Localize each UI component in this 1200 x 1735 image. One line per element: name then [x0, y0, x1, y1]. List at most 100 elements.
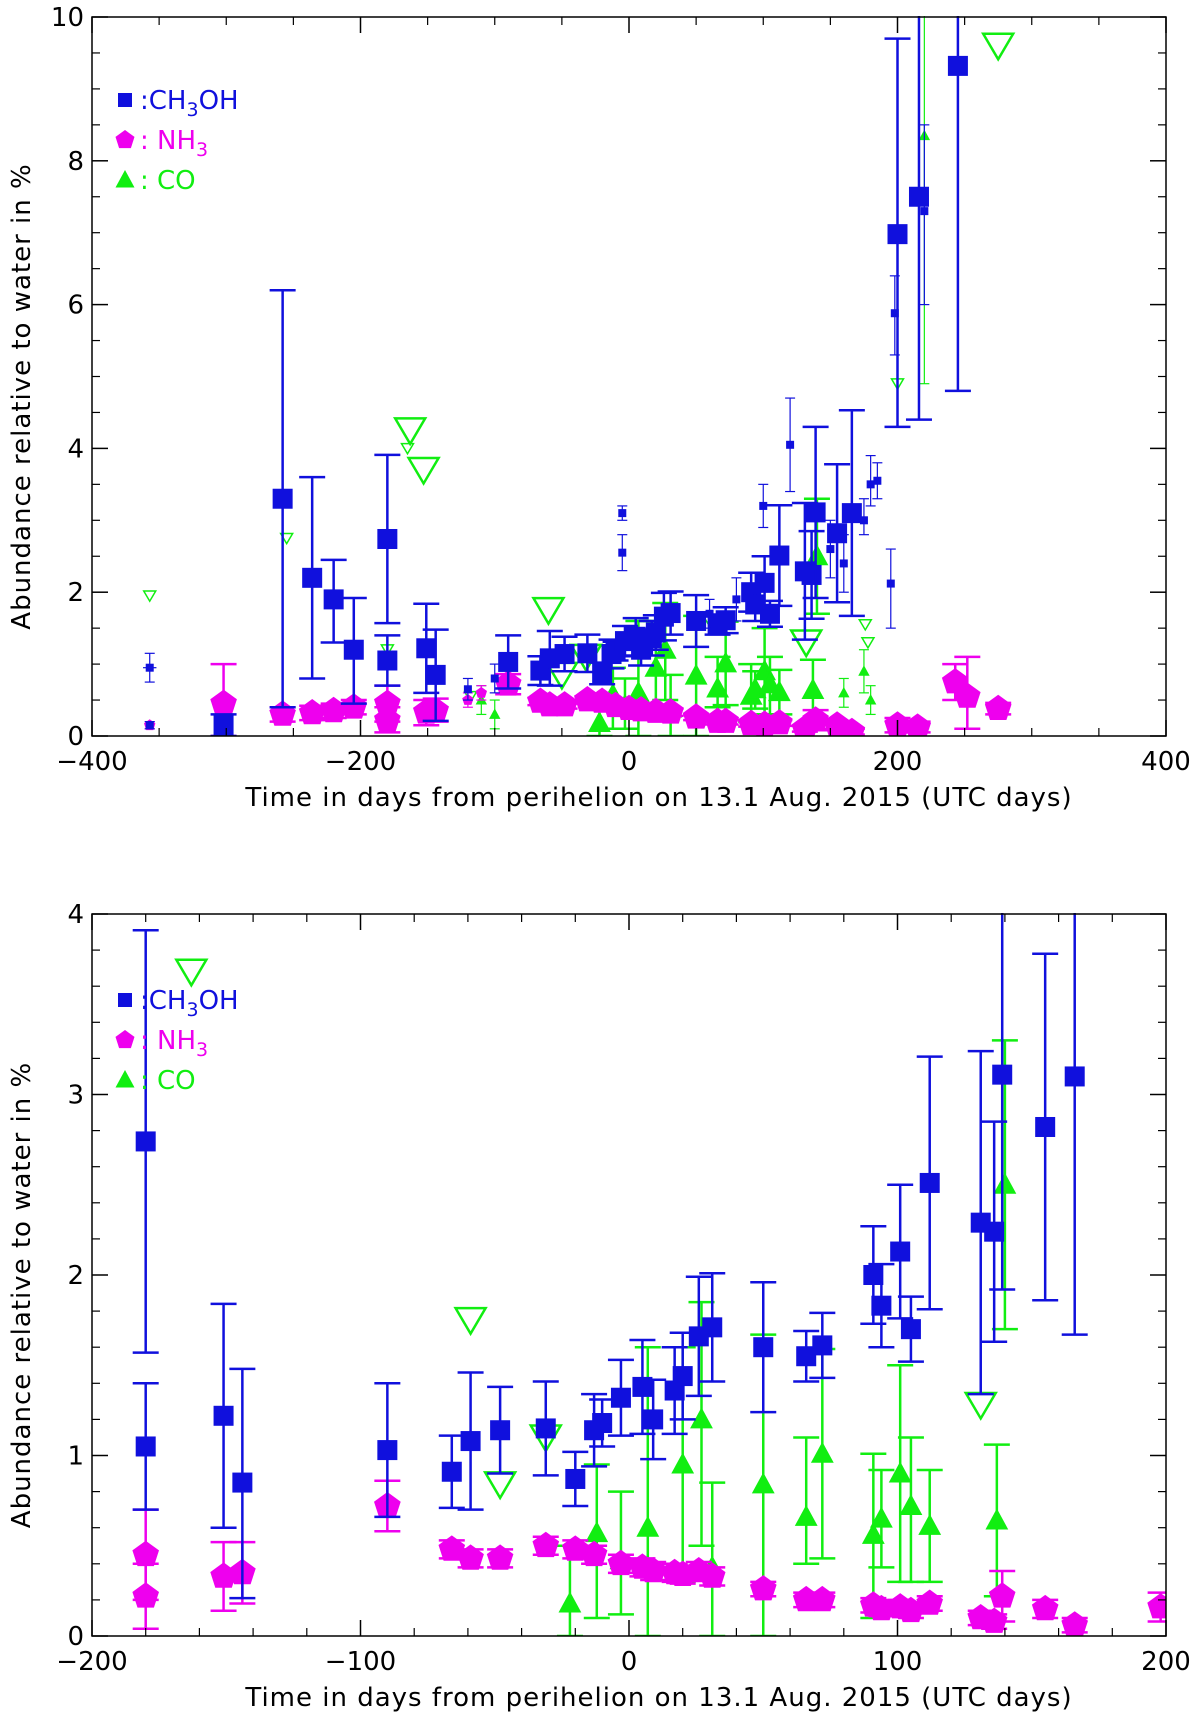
bottom-legend-co-label: : CO [140, 1066, 196, 1096]
top-co-point-3-marker [626, 680, 650, 702]
top-legend: :CH3OH : NH3 : CO [115, 86, 239, 196]
top-nh3-point-35-marker [984, 694, 1012, 720]
bottom-co-point-16 [991, 1039, 1018, 1331]
bottom-legend-nh3-marker [115, 1030, 135, 1049]
top-co-upper-limits-point-5 [406, 456, 441, 486]
top-ch3oh-point-5-marker [323, 589, 344, 610]
bottom-y-tick-label: 0 [67, 1622, 84, 1652]
top-ch3oh-point-36-marker [805, 502, 826, 523]
bottom-nh3-point-11-marker [607, 1549, 635, 1576]
top-nh3-point-4-marker [320, 696, 347, 723]
bottom-ch3oh-point-9 [562, 1450, 589, 1508]
top-co-upper-limits-point-12 [857, 619, 873, 632]
top-co-upper-limits-point-5-marker [406, 456, 441, 486]
top-nh3-point-3 [298, 699, 326, 725]
top-nh3-point-36 [475, 685, 487, 701]
top-y-tick-label: 8 [67, 147, 84, 177]
top-co-upper-limits-point-3 [392, 417, 428, 447]
bottom-ch3oh-point-10 [581, 1392, 608, 1468]
top-ch3oh-point-32-marker [759, 603, 780, 624]
top-co-upper-limits-point-3-marker [392, 417, 428, 447]
top-ch3oh-point-41-marker [873, 476, 882, 485]
top-legend-co-label: : CO [140, 166, 196, 196]
top-legend-co-marker [115, 170, 135, 188]
top-co-point-14 [766, 668, 793, 716]
top-ch3oh-point-25 [657, 590, 684, 636]
bottom-co-point-8-marker [794, 1504, 818, 1526]
bottom-series-co [556, 1039, 1018, 1636]
top-co-point-8-marker [706, 676, 730, 698]
top-co-upper-limits-point-0-marker [142, 590, 158, 603]
bottom-ch3oh-point-0 [132, 928, 159, 1354]
bottom-ch3oh-point-26 [916, 1055, 943, 1311]
top-ch3oh-point-52-marker [463, 685, 472, 694]
top-ch3oh-point-43-marker [890, 309, 899, 318]
top-ch3oh-point-9-marker [416, 638, 437, 659]
top-ch3oh-point-40 [865, 454, 876, 507]
bottom-legend-co-symbol [115, 1070, 135, 1088]
bottom-x-tick-label: 0 [621, 1647, 638, 1677]
top-ch3oh-point-28-marker [715, 610, 736, 631]
top-ch3oh-point-51 [617, 534, 628, 572]
top-co-upper-limits-point-7 [531, 596, 566, 627]
top-ch3oh-point-50 [617, 505, 628, 521]
top-co-point-15-marker [801, 677, 825, 699]
bottom-y-tick-label: 1 [67, 1442, 84, 1472]
top-ch3oh-point-55 [731, 577, 742, 622]
bottom-ch3oh-point-19-marker [753, 1337, 774, 1358]
top-x-axis-label: Time in days from perihelion on 13.1 Aug… [244, 783, 1072, 813]
bottom-co-point-9-marker [810, 1441, 834, 1463]
bottom-ch3oh-point-20 [793, 1329, 820, 1383]
top-ch3oh-point-46-marker [920, 207, 929, 216]
bottom-nh3-point-27 [980, 1607, 1008, 1633]
bottom-nh3-point-10-marker [580, 1540, 608, 1567]
top-legend-co: : CO [115, 166, 196, 196]
top-ch3oh-point-47-marker [947, 55, 968, 76]
bottom-ch3oh-point-5 [438, 1434, 465, 1510]
bottom-nh3-point-18 [749, 1575, 777, 1601]
top-co-point-5-marker [653, 637, 677, 659]
bottom-nh3-point-10 [580, 1540, 608, 1567]
bottom-legend-nh3: : NH3 [115, 1026, 208, 1061]
bottom-nh3-point-25-marker [916, 1589, 943, 1615]
top-ch3oh-point-46 [919, 124, 930, 306]
bottom-nh3-point-20-marker [809, 1585, 836, 1612]
top-co-point-21-marker [858, 665, 870, 676]
bottom-co-point-10-marker [861, 1522, 885, 1544]
top-y-tick-label: 2 [67, 578, 84, 608]
top-nh3-point-32 [904, 713, 931, 736]
top-ch3oh-point-49-marker [786, 440, 795, 449]
bottom-ch3oh-point-29 [989, 913, 1016, 1291]
top-ch3oh-point-11-marker [498, 651, 519, 672]
bottom-y-tick-label: 4 [67, 900, 84, 930]
bottom-ch3oh-point-4-marker [377, 1440, 398, 1461]
top-ch3oh-point-6 [340, 596, 367, 705]
bottom-co-point-11 [868, 1468, 895, 1569]
top-legend-ch3oh: :CH3OH [118, 86, 239, 121]
bottom-ch3oh-point-25-marker [900, 1319, 921, 1340]
top-y-tick-label: 4 [67, 434, 84, 464]
top-ch3oh-point-56-marker [826, 545, 835, 554]
top-ch3oh-point-41 [872, 462, 883, 500]
top-ch3oh-point-51-marker [618, 548, 627, 557]
top-co-point-22-marker [864, 694, 877, 705]
bottom-ch3oh-point-18-marker [702, 1317, 723, 1338]
top-ch3oh-point-56 [825, 519, 836, 579]
bottom-plot-layer [132, 913, 1166, 1636]
top-ch3oh-point-0 [143, 652, 157, 683]
top-ch3oh-point-48 [758, 483, 769, 529]
top-legend-ch3oh-marker [118, 93, 132, 107]
top-ch3oh-point-28 [712, 606, 739, 635]
top-nh3-point-35 [984, 694, 1012, 720]
top-nh3-point-7 [374, 705, 401, 734]
top-nh3-point-28-marker [802, 706, 829, 732]
bottom-nh3-point-16 [685, 1557, 713, 1583]
top-nh3-point-26 [766, 709, 793, 735]
bottom-legend-nh3-symbol [115, 1030, 135, 1049]
bottom-co-point-11-marker [869, 1506, 893, 1528]
bottom-ch3oh-point-4 [374, 1382, 401, 1519]
top-ch3oh-point-44 [884, 37, 911, 429]
top-x-tick-label: 200 [873, 747, 923, 777]
top-co-point-20-marker [838, 686, 850, 698]
bottom-legend-ch3oh: :CH3OH [118, 986, 239, 1021]
